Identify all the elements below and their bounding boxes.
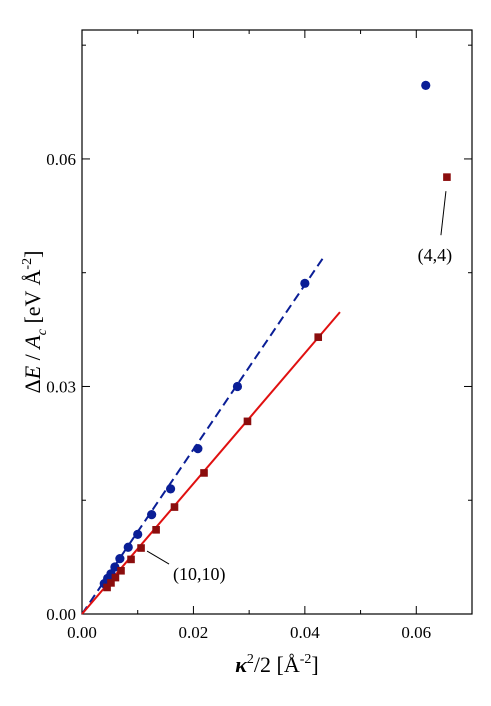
plot-frame bbox=[81, 29, 473, 615]
plot-border bbox=[81, 29, 473, 615]
circle-point bbox=[123, 542, 133, 552]
y-axis-label: ΔE / Ac [eV Å-2] bbox=[20, 251, 50, 394]
axis-ticks: 0.00 0.02 0.04 0.06 0.00 0.03 0.06 bbox=[46, 30, 472, 642]
circle-point bbox=[165, 484, 176, 494]
circle-point bbox=[110, 562, 120, 572]
annotation-10-10: (10,10) bbox=[173, 564, 226, 585]
square-point bbox=[200, 469, 208, 477]
annotations: (4,4) (10,10) bbox=[146, 191, 453, 585]
annotation-leader-4-4 bbox=[440, 191, 447, 236]
circle-point bbox=[421, 80, 431, 90]
annotation-4-4: (4,4) bbox=[418, 245, 453, 266]
square-point bbox=[103, 583, 111, 592]
square-point bbox=[117, 566, 125, 575]
x-tick-label: 0.02 bbox=[179, 623, 209, 642]
annotation-leader-10-10 bbox=[146, 550, 170, 565]
x-tick-label: 0.04 bbox=[290, 623, 320, 642]
y-tick-label: 0.00 bbox=[46, 605, 76, 624]
dashed-fit-line bbox=[81, 255, 326, 615]
data-points bbox=[99, 80, 451, 592]
square-point bbox=[152, 526, 160, 534]
y-tick-label: 0.03 bbox=[46, 377, 76, 396]
solid-fit-line bbox=[81, 311, 341, 615]
square-point bbox=[111, 573, 120, 582]
circle-point bbox=[193, 444, 203, 454]
circle-point bbox=[133, 529, 143, 539]
square-point bbox=[443, 173, 451, 181]
circle-point bbox=[232, 381, 243, 392]
x-axis-label: κ2/2 [Å-2] bbox=[235, 652, 318, 677]
x-tick-label: 0.00 bbox=[67, 623, 97, 642]
circle-point bbox=[115, 554, 125, 564]
square-point bbox=[243, 417, 252, 426]
fit-lines bbox=[81, 255, 341, 615]
square-point bbox=[137, 544, 145, 552]
square-point bbox=[170, 503, 179, 511]
x-tick-label: 0.06 bbox=[401, 623, 431, 642]
square-point bbox=[107, 579, 115, 587]
y-tick-label: 0.06 bbox=[46, 150, 76, 169]
circle-point bbox=[147, 510, 157, 520]
square-point bbox=[127, 555, 135, 564]
circle-point bbox=[300, 278, 310, 288]
square-point bbox=[314, 333, 323, 341]
